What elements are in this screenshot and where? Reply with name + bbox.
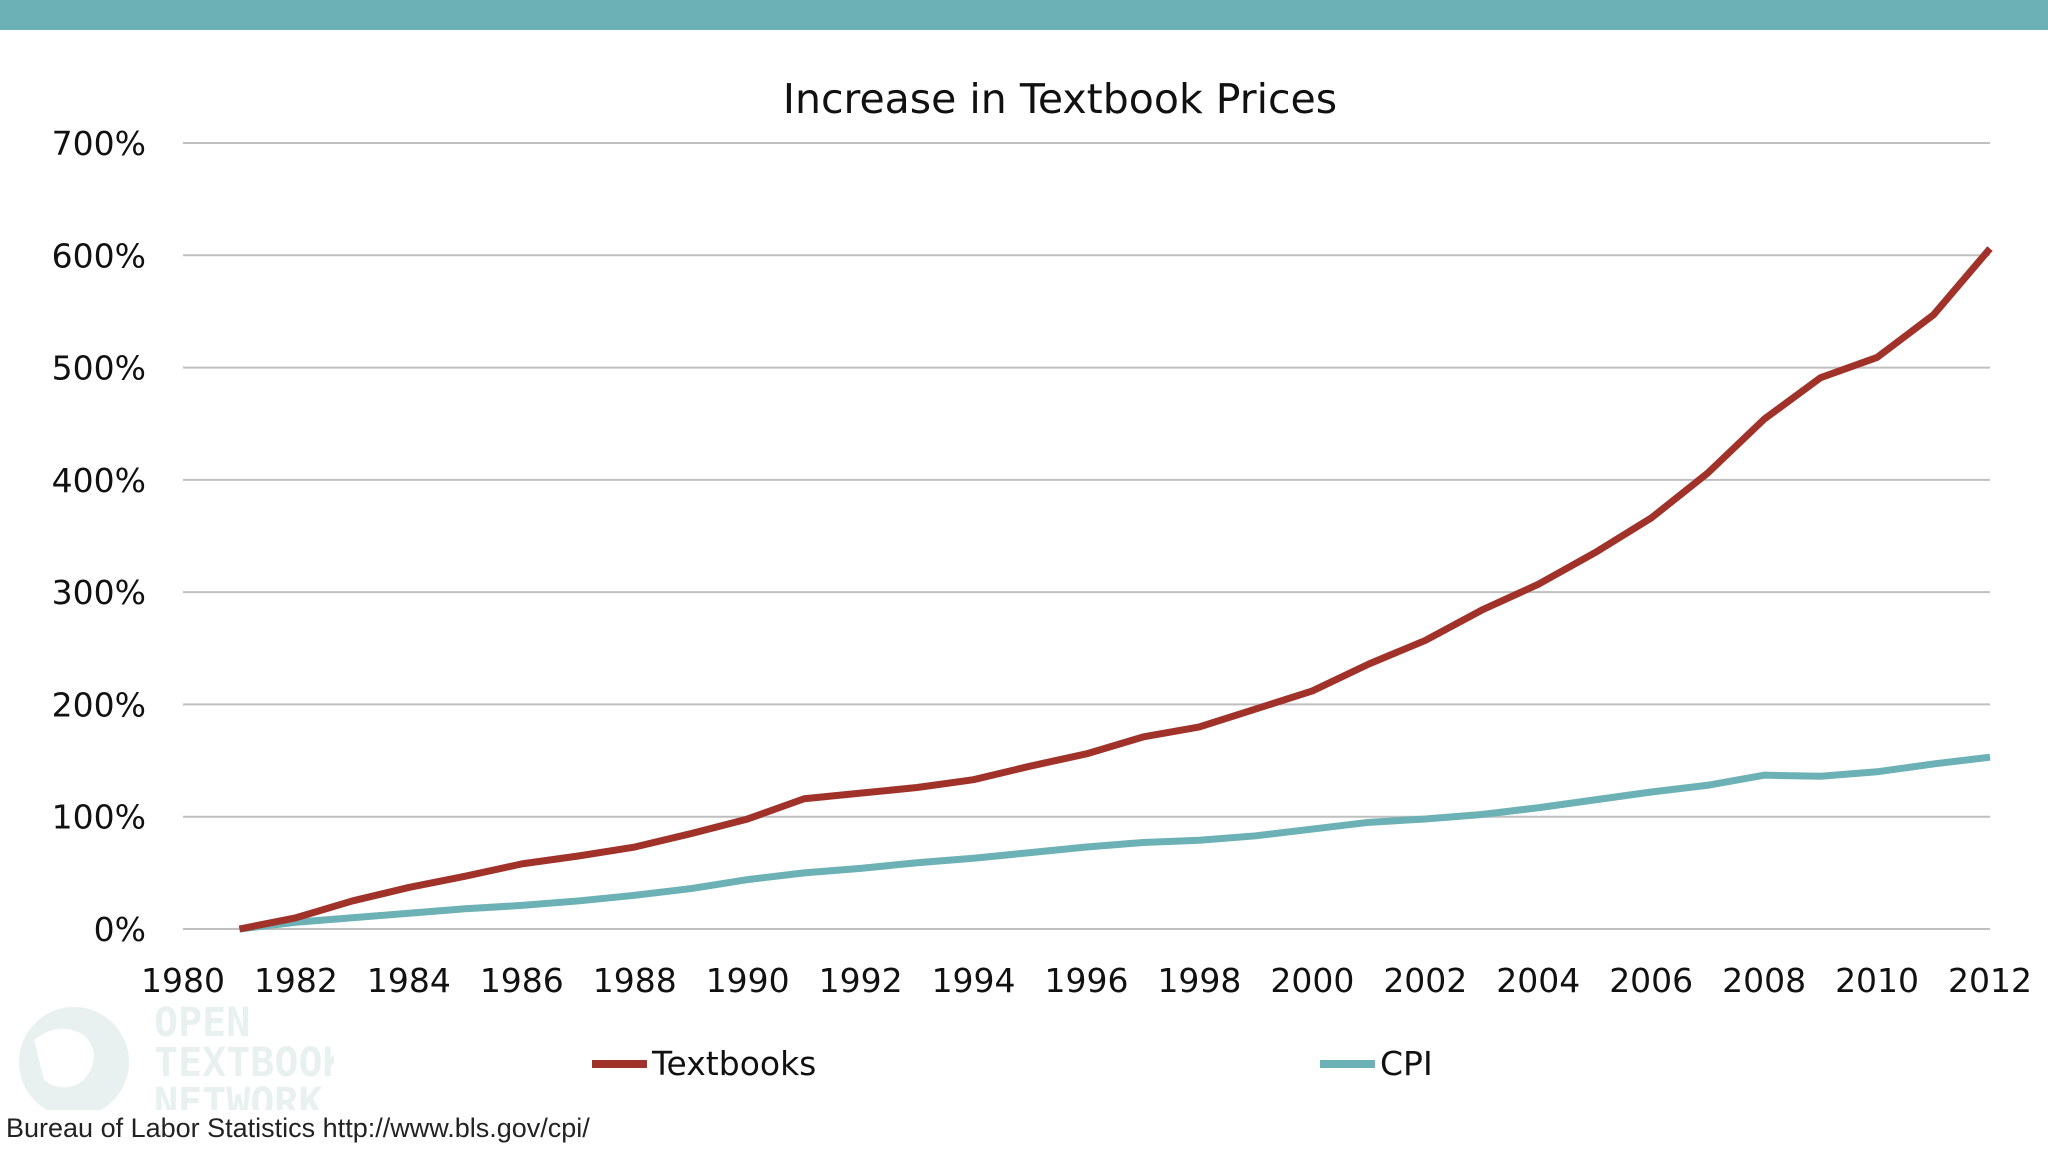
legend-item-cpi: CPI [1320,1044,1433,1083]
x-tick-label: 1990 [706,961,790,1000]
source-citation: Bureau of Labor Statistics http://www.bl… [6,1113,590,1143]
x-tick-label: 2012 [1948,961,2032,1000]
legend-label: CPI [1380,1044,1433,1083]
y-tick-label: 400% [52,461,146,500]
x-tick-label: 2002 [1383,961,1467,1000]
x-tick-label: 1996 [1045,961,1129,1000]
top-banner [0,0,2048,30]
x-tick-label: 2004 [1496,961,1580,1000]
grid-lines [183,142,1990,930]
watermark: OPEN TEXTBOOK NETWORK [19,1000,334,1110]
y-axis-ticks: 0% 100% 200% 300% 400% 500% 600% 700% [52,124,146,949]
x-tick-label: 1984 [367,961,451,1000]
legend-item-textbooks: Textbooks [592,1044,816,1083]
x-tick-label: 1998 [1157,961,1241,1000]
y-tick-label: 100% [52,798,146,837]
x-tick-label: 1986 [480,961,564,1000]
series-line-cpi [239,753,1991,933]
x-tick-label: 1980 [141,961,225,1000]
chart-title: Increase in Textbook Prices [783,75,1337,123]
x-tick-label: 2006 [1609,961,1693,1000]
y-tick-label: 600% [52,236,146,275]
x-tick-label: 1994 [932,961,1016,1000]
x-tick-label: 1982 [254,961,338,1000]
watermark-line-1: OPEN [154,1000,250,1046]
watermark-line-3: NETWORK [154,1080,323,1110]
series-line-textbooks [238,246,1993,933]
x-axis-ticks: 1980 1982 1984 1986 1988 1990 1992 1994 1996 1998… [141,961,2032,1000]
y-tick-label: 500% [52,349,146,388]
series-lines [238,246,1993,933]
x-tick-label: 1992 [819,961,903,1000]
y-tick-label: 700% [52,124,146,163]
y-tick-label: 200% [52,685,146,724]
x-tick-label: 1988 [593,961,677,1000]
x-tick-label: 2010 [1835,961,1919,1000]
legend: Textbooks CPI [592,1044,1433,1083]
globe-icon [19,1007,129,1110]
legend-label: Textbooks [651,1044,816,1083]
watermark-line-2: TEXTBOOK [154,1040,334,1086]
x-tick-label: 2000 [1270,961,1354,1000]
y-tick-label: 300% [52,573,146,612]
x-tick-label: 2008 [1722,961,1806,1000]
y-tick-label: 0% [94,910,146,949]
